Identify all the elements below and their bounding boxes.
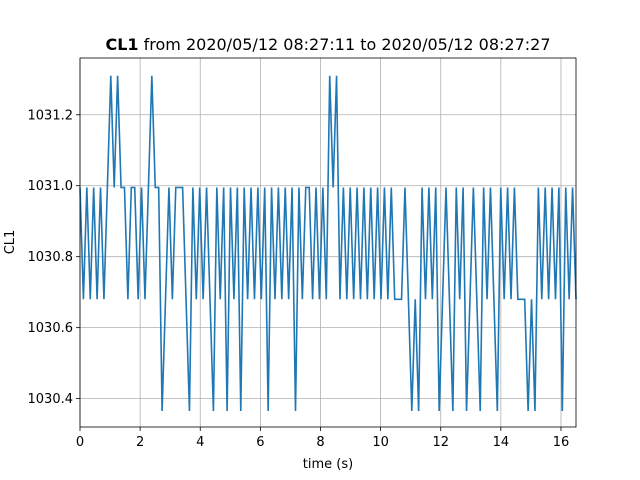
x-tick-label: 10	[372, 435, 389, 450]
x-tick-label: 2	[136, 435, 144, 450]
x-tick-label: 14	[493, 435, 510, 450]
x-axis-ticks: 0 2 4 6 8 10 12 14 16	[76, 427, 569, 450]
plot-frame	[79, 57, 577, 428]
x-tick-label: 16	[553, 435, 570, 450]
x-tick-label: 4	[196, 435, 204, 450]
x-tick-label: 0	[76, 435, 84, 450]
series-line-cl1	[79, 75, 577, 412]
grid	[79, 58, 576, 427]
chart-title-bold: CL1	[105, 35, 138, 54]
y-tick-label: 1030.8	[28, 250, 74, 265]
y-tick-label: 1031.2	[28, 108, 74, 123]
x-tick-label: 6	[256, 435, 264, 450]
x-axis-label: time (s)	[303, 457, 353, 472]
chart-title-rest: from 2020/05/12 08:27:11 to 2020/05/12 0…	[139, 35, 551, 54]
x-tick-label: 12	[432, 435, 449, 450]
y-tick-label: 1031.0	[28, 179, 74, 194]
y-axis-label: CL1	[3, 230, 18, 255]
y-tick-label: 1030.4	[28, 392, 74, 407]
y-tick-label: 1030.6	[28, 321, 74, 336]
chart-title: CL1 from 2020/05/12 08:27:11 to 2020/05/…	[105, 35, 550, 54]
series-layer	[79, 75, 577, 412]
y-axis-ticks: 1030.4 1030.6 1030.8 1031.0 1031.2	[28, 108, 80, 407]
x-tick-label: 8	[316, 435, 324, 450]
